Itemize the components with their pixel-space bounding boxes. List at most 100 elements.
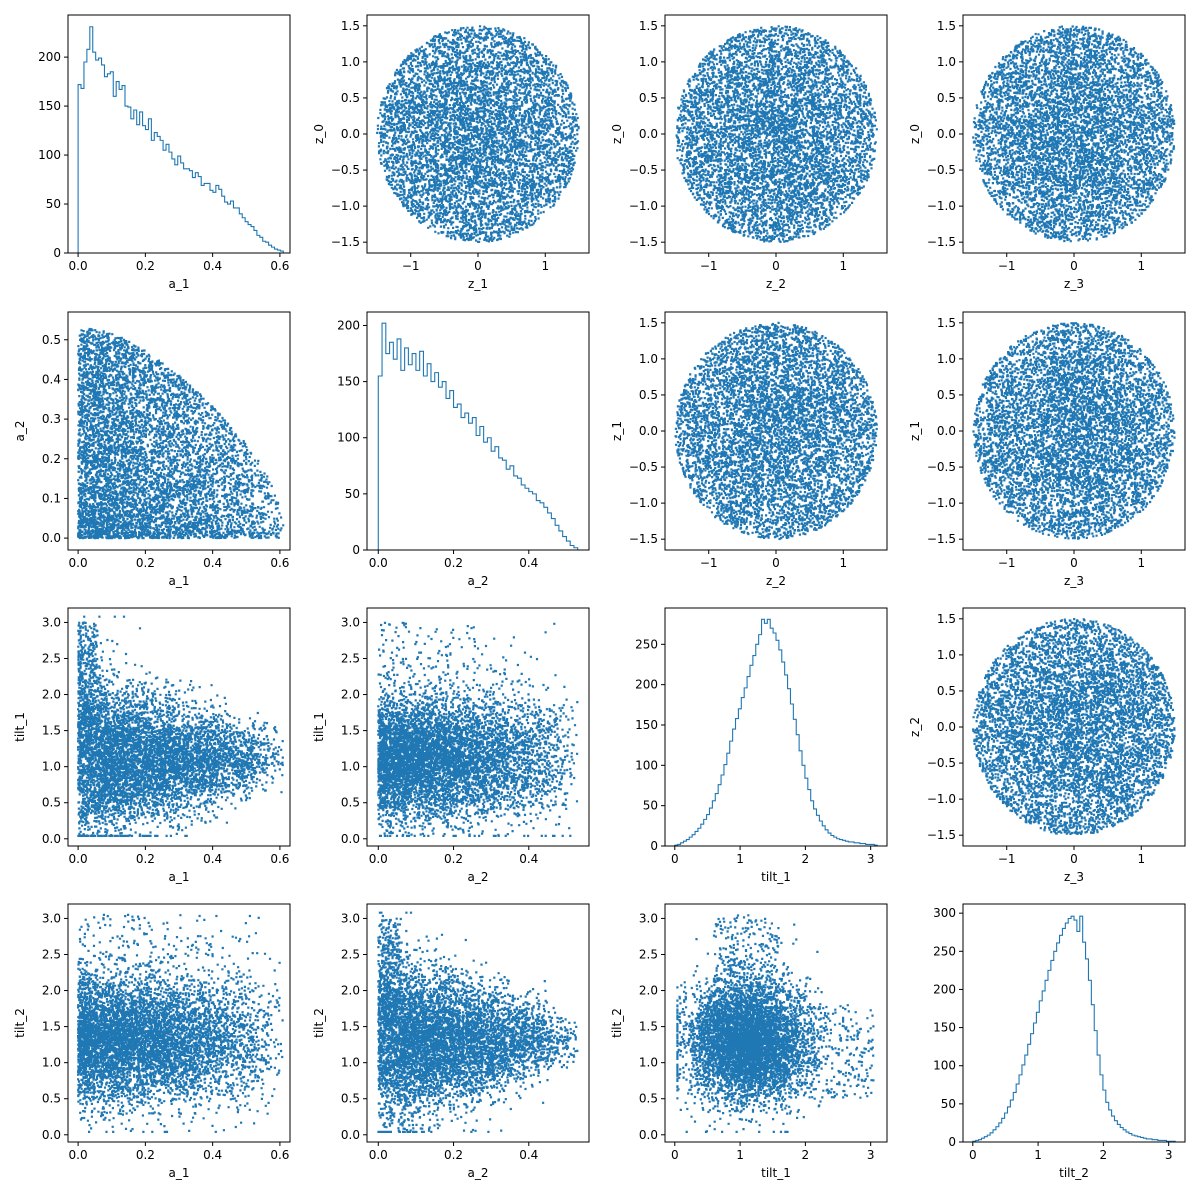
panel-1-2: −1 0 1 −1.5 −1.0 −0.5 0.0 0.5 1.0 1.5 z_2 z_1 (610, 311, 888, 588)
y-tick-label: 0 (948, 1135, 956, 1149)
x-tick-label: 1 (1137, 259, 1145, 273)
y-tick-label: 0.4 (42, 372, 61, 386)
y-tick-label: 2.0 (42, 688, 61, 702)
y-tick-label: 50 (345, 487, 360, 501)
x-tick-label: 0 (671, 1148, 679, 1162)
x-tick-label: 3 (867, 1148, 875, 1162)
y-tick-label: −0.5 (629, 460, 658, 474)
x-tick-label: 0.0 (369, 556, 388, 570)
x-tick-label: 1 (1034, 1148, 1042, 1162)
x-axis-label: a_1 (169, 574, 190, 588)
y-tick-label: 150 (337, 375, 360, 389)
scatter-points-z_3-vs-z_2 (972, 618, 1176, 835)
y-tick-label: 200 (635, 678, 658, 692)
panel-marks (77, 327, 285, 540)
y-tick-label: 0.5 (42, 333, 61, 347)
y-tick-label: 0.3 (42, 412, 61, 426)
panel-marks (676, 914, 875, 1133)
y-tick-label: 1.5 (341, 19, 360, 33)
y-tick-label: 100 (38, 148, 61, 162)
x-tick-label: 1 (839, 259, 847, 273)
x-tick-label: 2 (802, 1148, 810, 1162)
x-tick-label: 0.2 (136, 556, 155, 570)
y-tick-label: −1.0 (629, 496, 658, 510)
panel-2-1: 0.0 0.2 0.4 0.0 0.5 1.0 1.5 2.0 2.5 3.0 a_2 tilt_1 (312, 607, 590, 884)
x-axis-label: z_2 (766, 277, 786, 291)
y-tick-label: 1.0 (42, 760, 61, 774)
panel-3-0: 0.0 0.2 0.4 0.6 0.0 0.5 1.0 1.5 2.0 2.5 3.0 a_1 tilt… (13, 903, 291, 1180)
panel-1-3: −1 0 1 −1.5 −1.0 −0.5 0.0 0.5 1.0 1.5 z_3 z_1 (908, 311, 1186, 588)
y-tick-label: 0.0 (341, 832, 360, 846)
x-tick-label: 0.2 (136, 852, 155, 866)
panel-marks (376, 25, 580, 244)
y-tick-label: 200 (337, 318, 360, 332)
y-tick-label: 200 (38, 50, 61, 64)
x-tick-label: 0.0 (69, 852, 88, 866)
y-tick-label: 2.5 (639, 947, 658, 961)
y-tick-label: 1.0 (937, 352, 956, 366)
x-tick-label: 0 (1070, 852, 1078, 866)
panel-0-3: −1 0 1 −1.5 −1.0 −0.5 0.0 0.5 1.0 1.5 z_3 z_0 (908, 14, 1186, 291)
y-tick-label: 0.0 (42, 531, 61, 545)
y-tick-label: 3.0 (341, 615, 360, 629)
y-tick-label: 0.0 (639, 127, 658, 141)
y-tick-label: 300 (933, 906, 956, 920)
x-axis-label: a_1 (169, 277, 190, 291)
y-axis-label: tilt_2 (610, 1008, 624, 1038)
y-tick-label: 2.5 (341, 947, 360, 961)
y-tick-label: 3.0 (341, 911, 360, 925)
y-tick-label: 2.5 (42, 947, 61, 961)
y-tick-label: 0.2 (42, 452, 61, 466)
x-tick-label: 1 (839, 556, 847, 570)
y-axis-label: z_1 (908, 421, 922, 441)
panel-0-0: 0.0 0.2 0.4 0.6 0 50 100 150 200 a_1 (38, 14, 291, 291)
x-tick-label: 0.2 (444, 852, 463, 866)
scatter-points-z_1-vs-z_0 (376, 25, 580, 244)
scatter-points-a_1-vs-tilt_2 (77, 913, 284, 1133)
y-tick-label: −1.5 (629, 235, 658, 249)
x-axis-label: tilt_1 (761, 1166, 791, 1180)
x-axis-label: z_3 (1064, 574, 1084, 588)
x-tick-label: −1 (700, 259, 718, 273)
y-tick-label: 1.0 (937, 648, 956, 662)
y-tick-label: 1.0 (341, 55, 360, 69)
y-tick-label: 0.0 (639, 1128, 658, 1142)
x-tick-label: −1 (700, 556, 718, 570)
panel-marks (77, 913, 284, 1133)
y-tick-label: 1.5 (937, 19, 956, 33)
x-tick-label: 0 (772, 259, 780, 273)
panel-marks (972, 618, 1176, 835)
y-tick-label: 0.0 (341, 1128, 360, 1142)
y-tick-label: 150 (933, 1021, 956, 1035)
y-tick-label: 0.0 (639, 424, 658, 438)
scatter-points-a_2-vs-tilt_2 (377, 911, 579, 1133)
histogram-step-tilt_1 (674, 618, 878, 846)
y-tick-label: 0.5 (341, 1092, 360, 1106)
y-tick-label: −1.5 (927, 235, 956, 249)
y-tick-label: −1.5 (927, 532, 956, 546)
y-tick-label: 1.5 (937, 316, 956, 330)
x-tick-label: 0 (969, 1148, 977, 1162)
y-tick-label: −1.0 (927, 792, 956, 806)
x-axis-label: z_3 (1064, 870, 1084, 884)
y-tick-label: 0 (53, 246, 61, 260)
panel-marks (377, 322, 579, 550)
x-tick-label: 1 (1137, 556, 1145, 570)
scatter-points-a_1-vs-a_2 (77, 327, 285, 540)
y-axis-label: z_1 (610, 421, 624, 441)
y-tick-label: −0.5 (629, 163, 658, 177)
y-tick-label: 0.5 (639, 1092, 658, 1106)
axes-frame (366, 607, 590, 847)
y-tick-label: 2.5 (42, 651, 61, 665)
y-tick-label: −1.5 (331, 235, 360, 249)
x-tick-label: 3 (1165, 1148, 1173, 1162)
y-axis-label: z_0 (312, 124, 326, 144)
x-tick-label: 3 (867, 852, 875, 866)
x-axis-label: z_3 (1064, 277, 1084, 291)
axes-frame (962, 903, 1186, 1143)
y-tick-label: 0.5 (639, 388, 658, 402)
x-tick-label: 0 (1070, 556, 1078, 570)
histogram-step-a_1 (77, 26, 284, 253)
x-tick-label: −1 (998, 556, 1016, 570)
x-axis-label: z_1 (468, 277, 488, 291)
